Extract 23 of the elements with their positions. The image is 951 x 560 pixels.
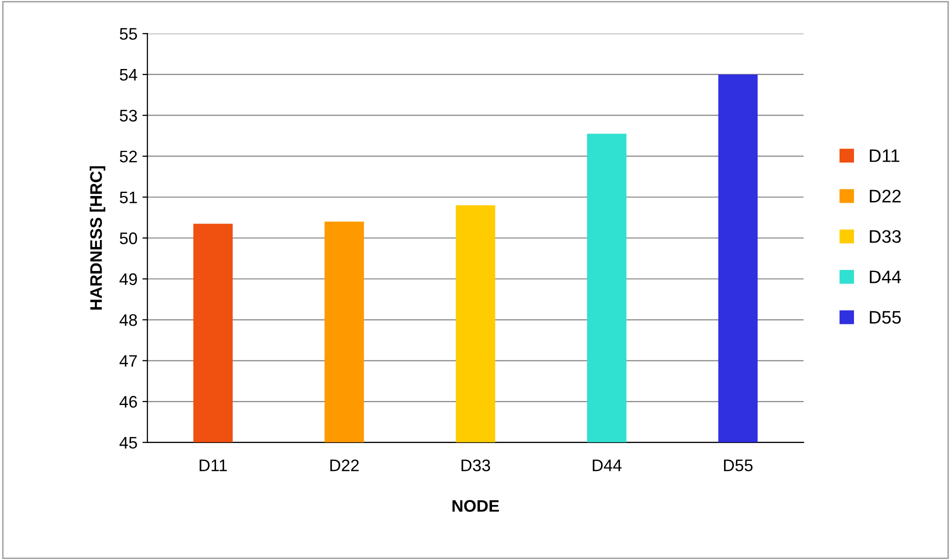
y-tick-label: 48	[120, 314, 137, 326]
legend-label: D11	[870, 149, 900, 162]
legend-label: D33	[870, 230, 901, 243]
x-tick-label: D33	[462, 460, 490, 472]
y-tick-label: 46	[120, 396, 137, 408]
x-tick-label: D55	[724, 460, 753, 472]
y-tick-label: 52	[120, 150, 137, 162]
legend-label: D44	[870, 270, 902, 284]
x-tick-label: D44	[592, 460, 622, 472]
x-axis-title: NODE	[452, 500, 499, 512]
legend-label: D55	[870, 311, 901, 324]
y-tick-label: 50	[120, 232, 138, 244]
y-tick-label: 49	[120, 273, 137, 286]
y-tick-label: 45	[120, 436, 137, 449]
y-tick-label: 54	[120, 69, 138, 81]
legend-label: D22	[870, 190, 901, 202]
y-tick-label: 55	[120, 28, 137, 40]
y-axis-title: HARDNESS [HRC]	[90, 166, 106, 310]
x-tick-label: D22	[330, 460, 359, 472]
y-tick-label: 53	[120, 110, 137, 122]
y-tick-label: 47	[120, 355, 137, 367]
x-tick-label: D11	[200, 460, 227, 472]
y-tick-label: 51	[120, 192, 137, 204]
